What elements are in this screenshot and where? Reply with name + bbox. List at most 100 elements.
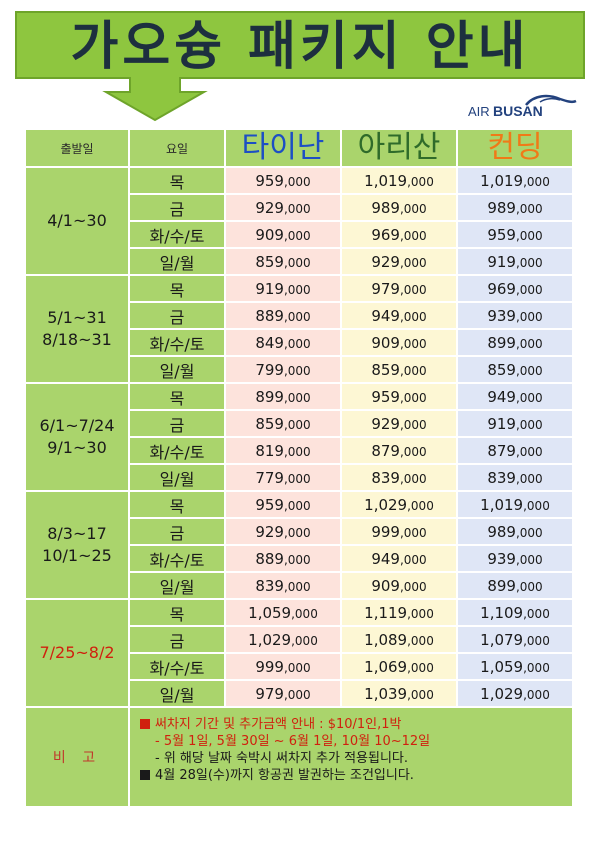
price-thousands: 989 [371,198,400,217]
price-thousands: 959 [371,387,400,406]
table-row: 8/3~17 10/1~25 목 959,000 1,029,000 1,019,000 [24,490,574,600]
price-thousands: 799 [255,360,284,379]
price-thousands: 949 [487,387,516,406]
price-thousands: 909 [371,333,400,352]
price-thousands: 1,029 [248,630,292,649]
ticketing-text: 4월 28일(수)까지 항공권 발권하는 조건입니다. [155,768,414,783]
weekday-cell: 목 [128,490,226,519]
weekday-cell: 일/월 [128,355,226,384]
price-tainan-cell: 859,000 [224,247,342,276]
weekday-cell: 화/수/토 [128,544,226,573]
price-units: ,000 [515,525,543,540]
price-thousands: 959 [255,171,284,190]
price-tainan-cell: 819,000 [224,436,342,465]
price-units: ,000 [283,687,311,702]
price-units: ,000 [399,417,427,432]
price-tainan-cell: 1,059,000 [224,598,342,627]
price-units: ,000 [515,417,543,432]
price-alishan-cell: 1,019,000 [340,166,458,195]
price-tainan-cell: 849,000 [224,328,342,357]
table-row: 4/1~30 목 959,000 1,019,000 1,019,000 [24,166,574,276]
price-alishan-cell: 999,000 [340,517,458,546]
price-units: ,000 [283,201,311,216]
price-units: ,000 [399,390,427,405]
price-units: ,000 [283,498,311,513]
price-kending-cell: 899,000 [456,328,574,357]
surcharge-title-line: 써차지 기간 및 추가금액 안내 : $10/1인,1박 [140,716,562,733]
price-tainan-cell: 899,000 [224,382,342,411]
price-thousands: 969 [487,279,516,298]
price-thousands: 919 [487,414,516,433]
price-alishan-cell: 969,000 [340,220,458,249]
header-kending: 컨딩 [456,128,574,168]
price-units: ,000 [407,174,434,189]
price-units: ,000 [515,444,543,459]
departure-period-cell: 4/1~30 [24,166,130,276]
price-thousands: 929 [255,522,284,541]
price-tainan-cell: 929,000 [224,517,342,546]
price-units: ,000 [515,201,543,216]
price-thousands: 1,029 [364,495,408,514]
price-tainan-cell: 839,000 [224,571,342,600]
price-table: 출발일 요일 타이난 아리산 컨딩 4/1~30 목 959,000 1,019,00… [24,128,574,808]
notes-content: 써차지 기간 및 추가금액 안내 : $10/1인,1박 - 5월 1일, 5월 … [128,706,574,808]
weekday-cell: 화/수/토 [128,652,226,681]
price-units: ,000 [283,579,311,594]
price-units: ,000 [283,552,311,567]
red-square-icon [140,719,150,729]
price-units: ,000 [523,498,550,513]
price-thousands: 999 [255,657,284,676]
price-thousands: 919 [255,279,284,298]
header-tainan: 타이난 [224,128,342,168]
table-row: 6/1~7/24 9/1~30 목 899,000 959,000 949,000 [24,382,574,492]
price-alishan-cell: 1,069,000 [340,652,458,681]
price-tainan-cell: 979,000 [224,679,342,708]
price-kending-cell: 1,109,000 [456,598,574,627]
price-units: ,000 [283,309,311,324]
price-thousands: 1,059 [248,603,292,622]
weekday-cell: 금 [128,625,226,654]
table-row: 화/수/토 909,000 969,000 959,000 [25,220,574,249]
price-alishan-cell: 839,000 [340,463,458,492]
price-kending-cell: 1,059,000 [456,652,574,681]
price-units: ,000 [399,471,427,486]
price-units: ,000 [283,525,311,540]
price-thousands: 919 [487,252,516,271]
table-row: 일/월 979,000 1,039,000 1,029,000 [25,679,574,708]
departure-period-cell: 7/25~8/2 [24,598,130,708]
price-alishan-cell: 1,119,000 [340,598,458,627]
price-thousands: 839 [255,576,284,595]
price-alishan-cell: 949,000 [340,544,458,573]
price-kending-cell: 919,000 [456,247,574,276]
table-row: 화/수/토 999,000 1,069,000 1,059,000 [25,652,574,681]
weekday-cell: 금 [128,301,226,330]
price-alishan-cell: 879,000 [340,436,458,465]
departure-period-cell: 6/1~7/24 9/1~30 [24,382,130,492]
price-thousands: 1,069 [364,657,408,676]
table-row: 금 929,000 999,000 989,000 [25,517,574,546]
price-thousands: 939 [487,549,516,568]
weekday-cell: 일/월 [128,679,226,708]
price-kending-cell: 939,000 [456,544,574,573]
price-units: ,000 [283,417,311,432]
price-thousands: 889 [255,549,284,568]
price-units: ,000 [523,687,550,702]
table-row: 금 929,000 989,000 989,000 [25,193,574,222]
price-units: ,000 [399,282,427,297]
surcharge-apply: - 위 해당 날짜 숙박시 써차지 추가 적용됩니다. [155,751,409,766]
price-tainan-cell: 889,000 [224,301,342,330]
weekday-cell: 화/수/토 [128,220,226,249]
price-thousands: 989 [487,522,516,541]
price-units: ,000 [399,363,427,378]
price-kending-cell: 959,000 [456,220,574,249]
price-units: ,000 [515,228,543,243]
weekday-cell: 일/월 [128,463,226,492]
price-units: ,000 [407,606,434,621]
weekday-cell: 목 [128,382,226,411]
notes-row: 비 고 써차지 기간 및 추가금액 안내 : $10/1인,1박 - 5월 1일, … [24,706,574,808]
weekday-cell: 금 [128,517,226,546]
price-tainan-cell: 889,000 [224,544,342,573]
price-kending-cell: 859,000 [456,355,574,384]
price-alishan-cell: 989,000 [340,193,458,222]
price-kending-cell: 989,000 [456,193,574,222]
